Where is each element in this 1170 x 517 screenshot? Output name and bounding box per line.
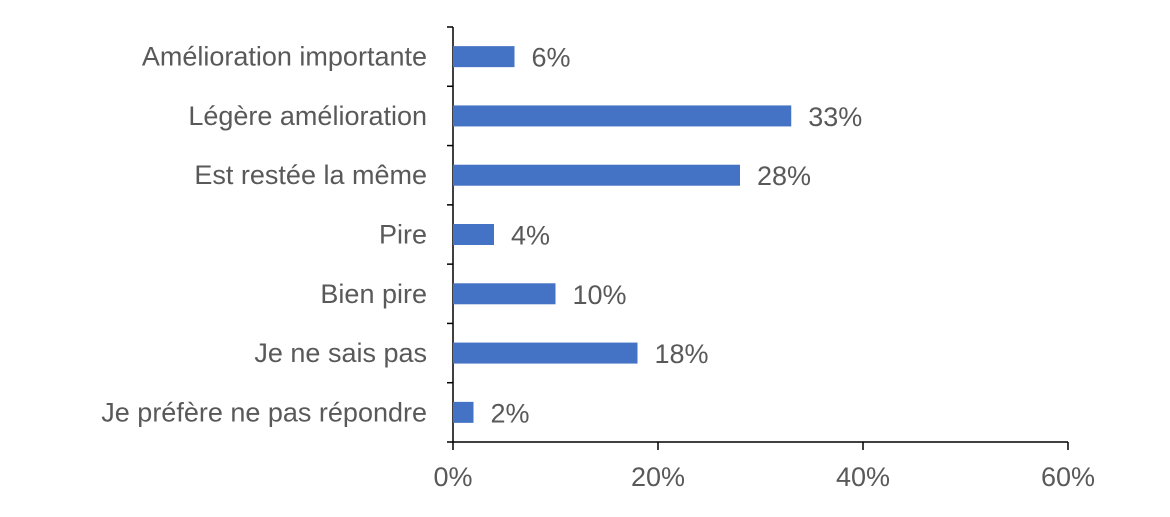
category-label: Est restée la même [194,160,427,190]
category-label: Je préfère ne pas répondre [101,397,427,427]
category-labels: Amélioration importante Légère améliorati… [101,42,427,428]
x-tick-label: 20% [631,462,685,492]
x-tick-label: 40% [836,462,890,492]
x-tick-label: 60% [1041,462,1095,492]
bar [453,342,638,364]
y-axis [447,26,454,443]
data-label: 33% [808,102,862,132]
data-label: 18% [655,339,709,369]
bars [453,46,792,423]
bar [453,46,515,68]
category-label: Pire [379,220,427,250]
bar [453,164,740,186]
data-label: 6% [532,43,571,73]
data-label: 10% [573,280,627,310]
data-label: 28% [757,161,811,191]
bar [453,283,556,305]
bar [453,401,474,423]
bar [453,105,792,127]
x-tick-label: 0% [433,462,472,492]
value-labels: 6% 33% 28% 4% 10% 18% 2% [491,43,863,429]
data-label: 4% [511,221,550,251]
bar [453,224,494,245]
x-tick-labels: 0% 20% 40% 60% [433,462,1095,492]
x-axis [452,441,1069,450]
category-label: Bien pire [320,279,427,309]
category-label: Amélioration importante [142,42,427,72]
category-label: Légère amélioration [188,101,427,131]
category-label: Je ne sais pas [254,338,427,368]
data-label: 2% [491,398,530,428]
